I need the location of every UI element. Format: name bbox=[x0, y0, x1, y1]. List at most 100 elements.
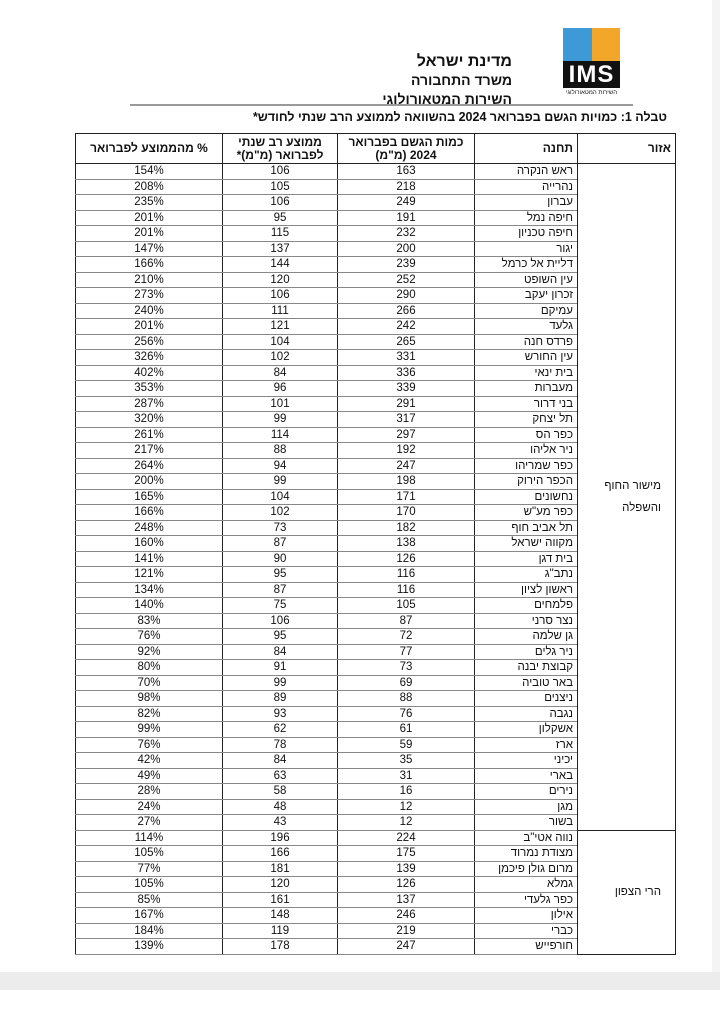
table-row: בית דגן 126 90 141% bbox=[75, 550, 676, 567]
column-header-average: ממוצע רב שנתי לפברואר (מ"מ)* bbox=[222, 133, 338, 164]
station-cell: תל אביב חוף bbox=[474, 519, 578, 536]
average-cell: 48 bbox=[222, 798, 338, 815]
rainfall-table: אזור תחנה כמות הגשם בפברואר 2024 (מ"מ) מ… bbox=[75, 133, 676, 955]
percent-cell: 287% bbox=[75, 395, 223, 412]
rain-cell: 219 bbox=[337, 922, 475, 939]
average-cell: 196 bbox=[222, 829, 338, 846]
station-cell: קבוצת יבנה bbox=[474, 659, 578, 676]
table-caption: טבלה 1: כמויות הגשם בפברואר 2024 בהשוואה… bbox=[252, 110, 667, 124]
average-cell: 62 bbox=[222, 721, 338, 738]
percent-cell: 140% bbox=[75, 597, 223, 614]
table-row: מעברות 339 96 353% bbox=[75, 380, 676, 397]
average-cell: 120 bbox=[222, 271, 338, 288]
station-cell: בית דגן bbox=[474, 550, 578, 567]
average-cell: 178 bbox=[222, 938, 338, 955]
rain-cell: 290 bbox=[337, 287, 475, 304]
table-row: פלמחים 105 75 140% bbox=[75, 597, 676, 614]
average-cell: 111 bbox=[222, 302, 338, 319]
rain-cell: 218 bbox=[337, 178, 475, 195]
rain-cell: 126 bbox=[337, 876, 475, 893]
station-cell: ניצנים bbox=[474, 690, 578, 707]
average-cell: 99 bbox=[222, 674, 338, 691]
rain-cell: 191 bbox=[337, 209, 475, 226]
rain-cell: 242 bbox=[337, 318, 475, 335]
average-cell: 84 bbox=[222, 752, 338, 769]
table-row: נגבה 76 93 82% bbox=[75, 705, 676, 722]
percent-cell: 134% bbox=[75, 581, 223, 598]
percent-cell: 326% bbox=[75, 349, 223, 366]
average-cell: 181 bbox=[222, 860, 338, 877]
percent-cell: 201% bbox=[75, 318, 223, 335]
average-cell: 89 bbox=[222, 690, 338, 707]
rain-cell: 73 bbox=[337, 659, 475, 676]
percent-cell: 201% bbox=[75, 209, 223, 226]
average-cell: 102 bbox=[222, 349, 338, 366]
station-cell: ראש הנקרה bbox=[474, 163, 578, 180]
percent-cell: 154% bbox=[75, 163, 223, 180]
org-line-service: השירות המטאורולוגי bbox=[382, 91, 512, 107]
station-cell: פרדס חנה bbox=[474, 333, 578, 350]
rain-cell: 137 bbox=[337, 891, 475, 908]
table-row: הרי הצפון נווה אטי"ב 224 196 114% bbox=[75, 829, 676, 955]
station-cell: נחשונים bbox=[474, 488, 578, 505]
average-cell: 91 bbox=[222, 659, 338, 676]
average-cell: 90 bbox=[222, 550, 338, 567]
percent-cell: 77% bbox=[75, 860, 223, 877]
percent-cell: 42% bbox=[75, 752, 223, 769]
table-row: ניצנים 88 89 98% bbox=[75, 690, 676, 707]
rain-cell: 198 bbox=[337, 473, 475, 490]
rain-cell: 105 bbox=[337, 597, 475, 614]
station-cell: ארז bbox=[474, 736, 578, 753]
average-cell: 84 bbox=[222, 364, 338, 381]
station-cell: כפר גלעדי bbox=[474, 891, 578, 908]
average-cell: 104 bbox=[222, 333, 338, 350]
rain-cell: 200 bbox=[337, 240, 475, 257]
percent-cell: 105% bbox=[75, 845, 223, 862]
station-cell: חורפייש bbox=[474, 938, 578, 955]
station-cell: גן שלמה bbox=[474, 628, 578, 645]
percent-cell: 24% bbox=[75, 798, 223, 815]
average-cell: 119 bbox=[222, 922, 338, 939]
rain-cell: 339 bbox=[337, 380, 475, 397]
rain-cell: 16 bbox=[337, 783, 475, 800]
station-cell: בני דרור bbox=[474, 395, 578, 412]
average-cell: 75 bbox=[222, 597, 338, 614]
percent-cell: 141% bbox=[75, 550, 223, 567]
table-row: יכיני 35 84 42% bbox=[75, 752, 676, 769]
station-cell: גמלא bbox=[474, 876, 578, 893]
station-cell: דליית אל כרמל bbox=[474, 256, 578, 273]
rain-cell: 87 bbox=[337, 612, 475, 629]
average-cell: 58 bbox=[222, 783, 338, 800]
table-row: חורפייש 247 178 139% bbox=[75, 938, 676, 955]
station-cell: מקווה ישראל bbox=[474, 535, 578, 552]
percent-cell: 114% bbox=[75, 829, 223, 846]
rain-cell: 175 bbox=[337, 845, 475, 862]
next-page bbox=[28, 990, 720, 1009]
table-row: בני דרור 291 101 287% bbox=[75, 395, 676, 412]
rain-cell: 12 bbox=[337, 814, 475, 831]
average-cell: 102 bbox=[222, 504, 338, 521]
average-cell: 161 bbox=[222, 891, 338, 908]
average-cell: 99 bbox=[222, 473, 338, 490]
station-cell: יכיני bbox=[474, 752, 578, 769]
rain-cell: 192 bbox=[337, 442, 475, 459]
organization-header: מדינת ישראל משרד התחבורה השירות המטאורול… bbox=[382, 52, 512, 109]
average-cell: 87 bbox=[222, 581, 338, 598]
rain-cell: 297 bbox=[337, 426, 475, 443]
percent-cell: 210% bbox=[75, 271, 223, 288]
table-row: כברי 219 119 184% bbox=[75, 922, 676, 939]
station-cell: אילון bbox=[474, 907, 578, 924]
station-cell: עמיקם bbox=[474, 302, 578, 319]
table-row: יגור 200 137 147% bbox=[75, 240, 676, 257]
station-cell: כפר מע"ש bbox=[474, 504, 578, 521]
average-cell: 106 bbox=[222, 287, 338, 304]
station-cell: נצר סרני bbox=[474, 612, 578, 629]
station-cell: תל יצחק bbox=[474, 411, 578, 428]
rain-cell: 72 bbox=[337, 628, 475, 645]
average-cell: 43 bbox=[222, 814, 338, 831]
station-cell: גלעד bbox=[474, 318, 578, 335]
document-page: IMS השירות המטאורולוגי מדינת ישראל משרד … bbox=[75, 28, 676, 955]
percent-cell: 83% bbox=[75, 612, 223, 629]
station-cell: נווה אטי"ב bbox=[474, 829, 578, 846]
rain-cell: 247 bbox=[337, 938, 475, 955]
